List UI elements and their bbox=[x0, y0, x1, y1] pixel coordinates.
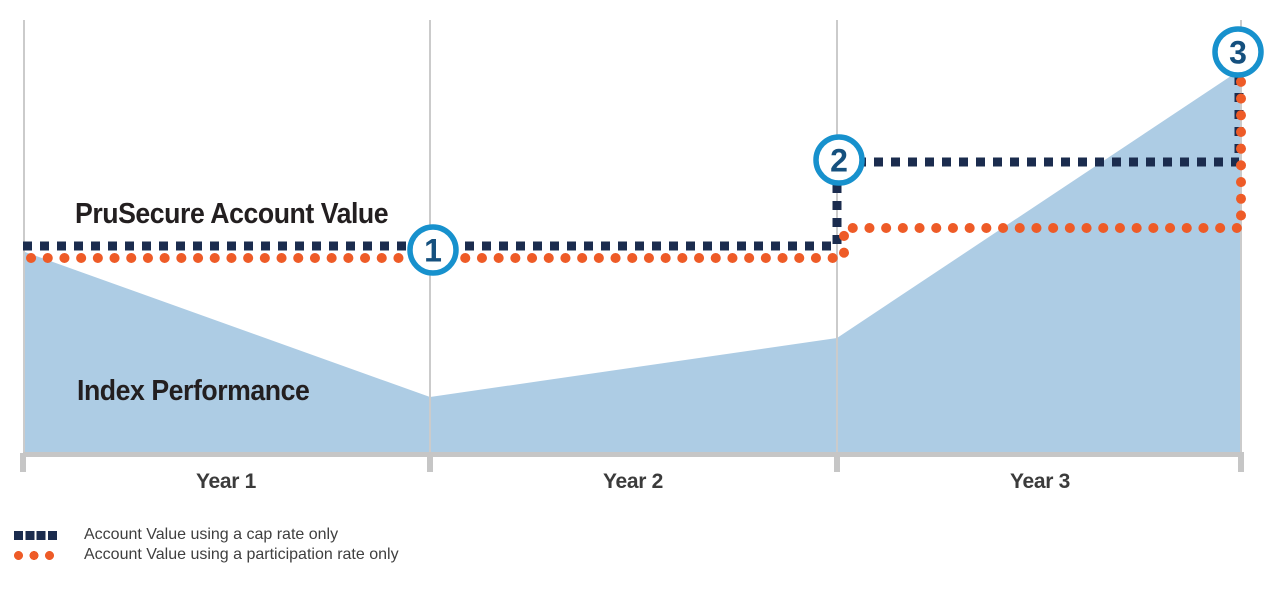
callout-circle-3 bbox=[1212, 26, 1264, 78]
index-performance-label: Index Performance bbox=[77, 375, 310, 407]
callout-number-2: 2 bbox=[830, 143, 848, 179]
account-value-label: PruSecure Account Value bbox=[75, 198, 389, 230]
axis-tick-year3-end bbox=[1238, 453, 1244, 472]
plot-canvas: 1 2 3 bbox=[18, 20, 1264, 455]
callout-circle-1 bbox=[407, 224, 459, 276]
axis-tick-start bbox=[20, 453, 26, 472]
callout-number-1: 1 bbox=[424, 233, 442, 269]
x-axis-label-year-1: Year 1 bbox=[195, 470, 257, 493]
participation-rate-line bbox=[18, 75, 1246, 263]
legend-label-cap-rate: Account Value using a cap rate only bbox=[84, 526, 339, 543]
axis-tick-year1-end bbox=[427, 453, 433, 472]
x-axis-label-year-2: Year 2 bbox=[602, 470, 664, 493]
callout-number-3: 3 bbox=[1229, 35, 1247, 71]
x-axis-baseline bbox=[23, 452, 1244, 457]
axis-tick-year2-end bbox=[834, 453, 840, 472]
cap-rate-dash-swatch-icon bbox=[14, 530, 57, 540]
x-axis-label-year-3: Year 3 bbox=[1009, 470, 1071, 493]
callout-circle-2 bbox=[813, 134, 865, 186]
legend-label-participation-rate: Account Value using a participation rate… bbox=[84, 546, 399, 563]
legend: Account Value using a cap rate only Acco… bbox=[14, 525, 399, 565]
legend-item-participation-rate: Account Value using a participation rate… bbox=[14, 545, 399, 565]
participation-rate-dot-swatch-icon bbox=[14, 550, 54, 560]
legend-item-cap-rate: Account Value using a cap rate only bbox=[14, 525, 399, 545]
index-performance-area bbox=[25, 70, 1240, 455]
